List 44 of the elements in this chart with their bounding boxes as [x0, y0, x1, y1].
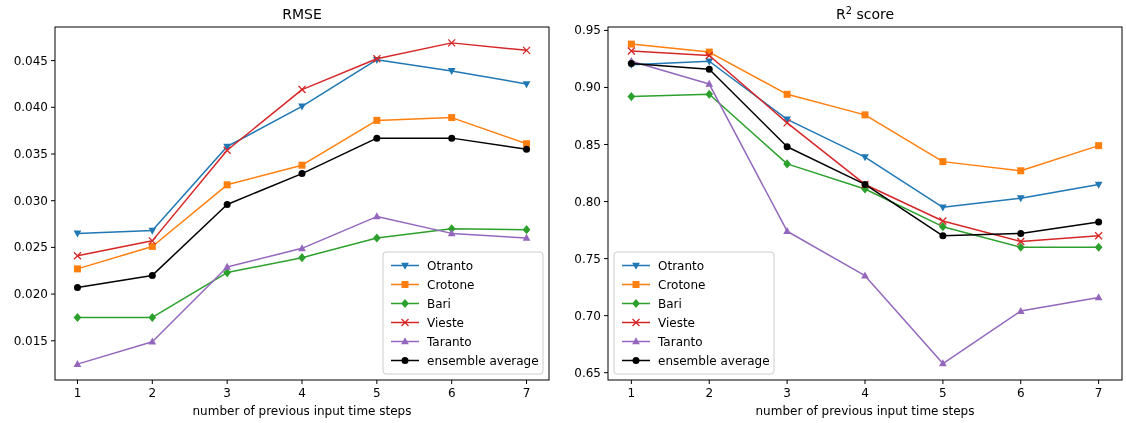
legend-label: Taranto	[426, 334, 472, 349]
legend-label: ensemble average	[427, 353, 539, 368]
legend-label: Bari	[658, 296, 682, 311]
y-tick-label: 0.75	[574, 251, 601, 266]
x-tick-label: 7	[1094, 386, 1103, 400]
y-tick-label: 0.85	[574, 137, 601, 152]
x-tick-label: 3	[783, 386, 791, 400]
x-tick-label: 2	[148, 386, 157, 400]
legend-label: Crotone	[427, 277, 475, 292]
y-tick-label: 0.65	[574, 365, 601, 380]
chart-title: RMSE	[282, 6, 322, 22]
y-tick-label: 0.030	[13, 193, 48, 208]
x-tick-label: 5	[373, 386, 381, 400]
legend-label: Otranto	[658, 258, 705, 273]
x-axis-title: number of previous input time steps	[192, 404, 412, 418]
x-tick-label: 6	[447, 386, 456, 400]
y-tick-label: 0.020	[13, 287, 48, 302]
legend-label: Vieste	[427, 315, 465, 330]
legend-label: Otranto	[427, 258, 474, 273]
x-tick-label: 4	[861, 386, 869, 400]
legend-label: Bari	[427, 296, 451, 311]
y-tick-label: 0.025	[13, 240, 48, 255]
legend-label: Vieste	[658, 315, 696, 330]
y-tick-label: 0.045	[13, 53, 48, 68]
x-axis-title: number of previous input time steps	[755, 404, 975, 418]
chart-title: R$^{2}$ score	[835, 4, 895, 22]
x-tick-label: 6	[1016, 386, 1025, 400]
x-tick-label: 4	[298, 386, 306, 400]
legend-label: Crotone	[658, 277, 706, 292]
y-tick-label: 0.035	[13, 147, 48, 162]
y-tick-label: 0.015	[13, 333, 48, 348]
legend-label: ensemble average	[658, 353, 770, 368]
x-tick-label: 2	[705, 386, 714, 400]
legend-label: Taranto	[657, 334, 703, 349]
x-tick-label: 5	[939, 386, 947, 400]
y-tick-label: 0.80	[574, 194, 601, 209]
y-tick-label: 0.90	[574, 80, 601, 95]
y-tick-label: 0.70	[574, 308, 601, 323]
x-tick-label: 1	[627, 386, 636, 400]
x-tick-label: 7	[522, 386, 531, 400]
x-tick-label: 1	[73, 386, 82, 400]
x-tick-label: 3	[223, 386, 231, 400]
y-tick-label: 0.95	[574, 23, 601, 38]
y-tick-label: 0.040	[13, 100, 48, 115]
